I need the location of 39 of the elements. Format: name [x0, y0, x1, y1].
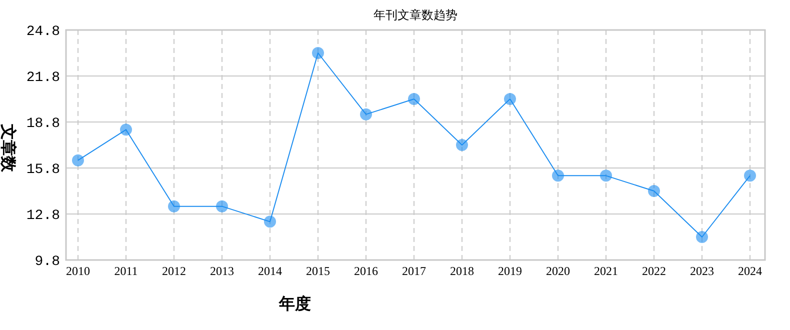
y-tick-label: 12.8	[26, 208, 60, 224]
x-tick-label: 2013	[210, 264, 234, 278]
x-tick-label: 2017	[402, 264, 426, 278]
x-tick-label: 2014	[258, 264, 282, 278]
point	[408, 93, 420, 105]
point	[744, 170, 756, 182]
point	[72, 154, 84, 166]
x-tick-label: 2019	[498, 264, 522, 278]
point	[360, 108, 372, 120]
point	[216, 200, 228, 212]
y-tick-label: 18.8	[26, 116, 60, 132]
y-tick-label: 15.8	[26, 162, 60, 178]
point	[168, 200, 180, 212]
x-tick-label: 2018	[450, 264, 474, 278]
point	[696, 231, 708, 243]
x-tick-label: 2011	[114, 264, 138, 278]
x-tick-label: 2024	[738, 264, 762, 278]
x-axis-title: 年度	[278, 294, 311, 313]
point	[120, 124, 132, 136]
x-tick-label: 2021	[594, 264, 618, 278]
x-tick-label: 2020	[546, 264, 570, 278]
x-tick-label: 2016	[354, 264, 378, 278]
x-tick-label: 2015	[306, 264, 330, 278]
y-tick-label: 9.8	[34, 254, 60, 270]
point	[648, 185, 660, 197]
point	[600, 170, 612, 182]
x-tick-label: 2023	[690, 264, 714, 278]
y-axis-title: 文章数	[0, 123, 17, 173]
chart-title: 年刊文章数趋势	[374, 8, 458, 22]
y-tick-label: 21.8	[26, 70, 60, 86]
point	[264, 216, 276, 228]
point	[312, 47, 324, 59]
y-tick-label: 24.8	[26, 24, 60, 40]
point	[504, 93, 516, 105]
x-tick-label: 2010	[66, 264, 90, 278]
x-tick-label: 2012	[162, 264, 186, 278]
point	[456, 139, 468, 151]
x-tick-label: 2022	[642, 264, 666, 278]
point	[552, 170, 564, 182]
